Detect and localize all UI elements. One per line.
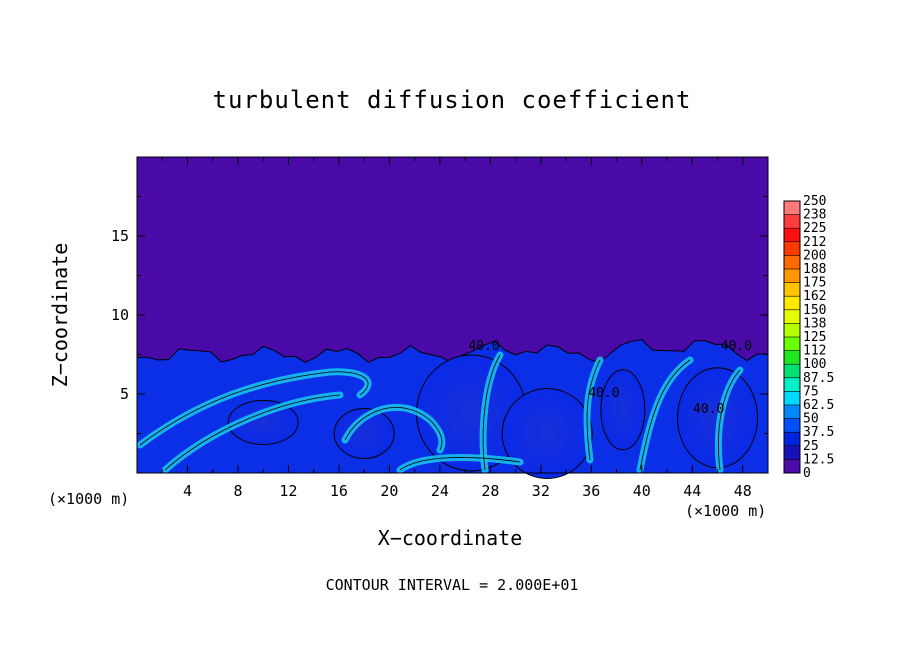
contour-interval-note: CONTOUR INTERVAL = 2.000E+01 xyxy=(325,576,579,594)
colorbar: 2502382252122001881751621501381251121008… xyxy=(783,194,834,481)
x-axis-label: X−coordinate xyxy=(377,526,523,550)
colorbar-swatch xyxy=(784,201,800,215)
colorbar-swatch xyxy=(784,269,800,283)
x-tick-label: 8 xyxy=(233,482,242,500)
x-tick-label: 12 xyxy=(279,482,297,500)
x-unit-label-left: (×1000 m) xyxy=(48,490,130,508)
colorbar-label: 0 xyxy=(803,466,811,481)
colorbar-label: 112 xyxy=(803,344,826,359)
colorbar-swatch xyxy=(784,377,800,392)
colorbar-label: 175 xyxy=(803,276,826,291)
contour-line xyxy=(139,371,369,446)
chart-title: turbulent diffusion coefficient xyxy=(212,86,692,114)
x-tick-label: 24 xyxy=(431,482,449,500)
colorbar-label: 37.5 xyxy=(803,425,834,440)
contour-line xyxy=(164,394,341,471)
x-tick-label: 40 xyxy=(633,482,651,500)
colorbar-label: 138 xyxy=(803,316,826,331)
x-unit-label-right: (×1000 m) xyxy=(685,502,767,520)
contour-label: 40.0 xyxy=(693,402,724,417)
colorbar-label: 250 xyxy=(803,194,826,209)
eddy-cell xyxy=(227,399,299,445)
colorbar-label: 188 xyxy=(803,262,826,277)
colorbar-swatch xyxy=(784,214,800,229)
colorbar-swatch xyxy=(784,241,800,256)
colorbar-label: 162 xyxy=(803,289,826,304)
x-tick-label: 4 xyxy=(183,482,192,500)
contour-line xyxy=(586,359,601,461)
colorbar-label: 200 xyxy=(803,248,826,263)
colorbar-label: 238 xyxy=(803,208,826,223)
colorbar-label: 12.5 xyxy=(803,452,834,467)
colorbar-swatch xyxy=(784,309,800,324)
colorbar-label: 50 xyxy=(803,412,819,427)
colorbar-swatch xyxy=(784,228,800,243)
contour-label: 40.0 xyxy=(588,386,619,401)
y-tick-label: 5 xyxy=(120,385,129,403)
contour-line xyxy=(639,359,691,471)
colorbar-label: 25 xyxy=(803,439,819,454)
colorbar-swatch xyxy=(784,432,800,447)
colorbar-swatch xyxy=(784,350,800,365)
colorbar-swatch xyxy=(784,391,800,406)
colorbar-swatch xyxy=(784,255,800,270)
y-tick-label: 10 xyxy=(111,306,129,324)
eddy-cell xyxy=(600,369,646,451)
colorbar-label: 225 xyxy=(803,221,826,236)
colorbar-label: 125 xyxy=(803,330,826,345)
x-tick-label: 28 xyxy=(481,482,499,500)
colorbar-swatch xyxy=(784,323,800,338)
plot-area: 40.0 40.0 40.0 40.0 xyxy=(136,157,769,479)
x-tick-label: 36 xyxy=(582,482,600,500)
colorbar-swatch xyxy=(784,364,800,379)
x-tick-label: 32 xyxy=(532,482,550,500)
eddy-cell xyxy=(333,408,395,459)
colorbar-swatch xyxy=(784,459,800,474)
colorbar-swatch xyxy=(784,296,800,311)
x-tick-label: 20 xyxy=(380,482,398,500)
eddy-cell xyxy=(501,388,593,479)
colorbar-label: 87.5 xyxy=(803,371,834,386)
contour-line xyxy=(344,406,443,451)
x-tick-label: 48 xyxy=(734,482,752,500)
colorbar-label: 62.5 xyxy=(803,398,834,413)
x-tick-label: 44 xyxy=(683,482,701,500)
contour-line xyxy=(718,369,741,471)
colorbar-label: 212 xyxy=(803,235,826,250)
x-tick-label: 16 xyxy=(330,482,348,500)
colorbar-swatch xyxy=(784,418,800,433)
colorbar-label: 100 xyxy=(803,357,826,372)
contour-line xyxy=(482,354,501,471)
colorbar-swatch xyxy=(784,337,800,351)
contour-label: 40.0 xyxy=(468,339,499,354)
colorbar-swatch xyxy=(784,445,800,460)
colorbar-label: 150 xyxy=(803,303,826,318)
colorbar-label: 75 xyxy=(803,384,819,399)
colorbar-swatch xyxy=(784,282,800,297)
y-tick-label: 15 xyxy=(111,227,129,245)
contour-label: 40.0 xyxy=(721,339,752,354)
colorbar-swatch xyxy=(784,405,800,419)
contour-line xyxy=(399,457,521,471)
